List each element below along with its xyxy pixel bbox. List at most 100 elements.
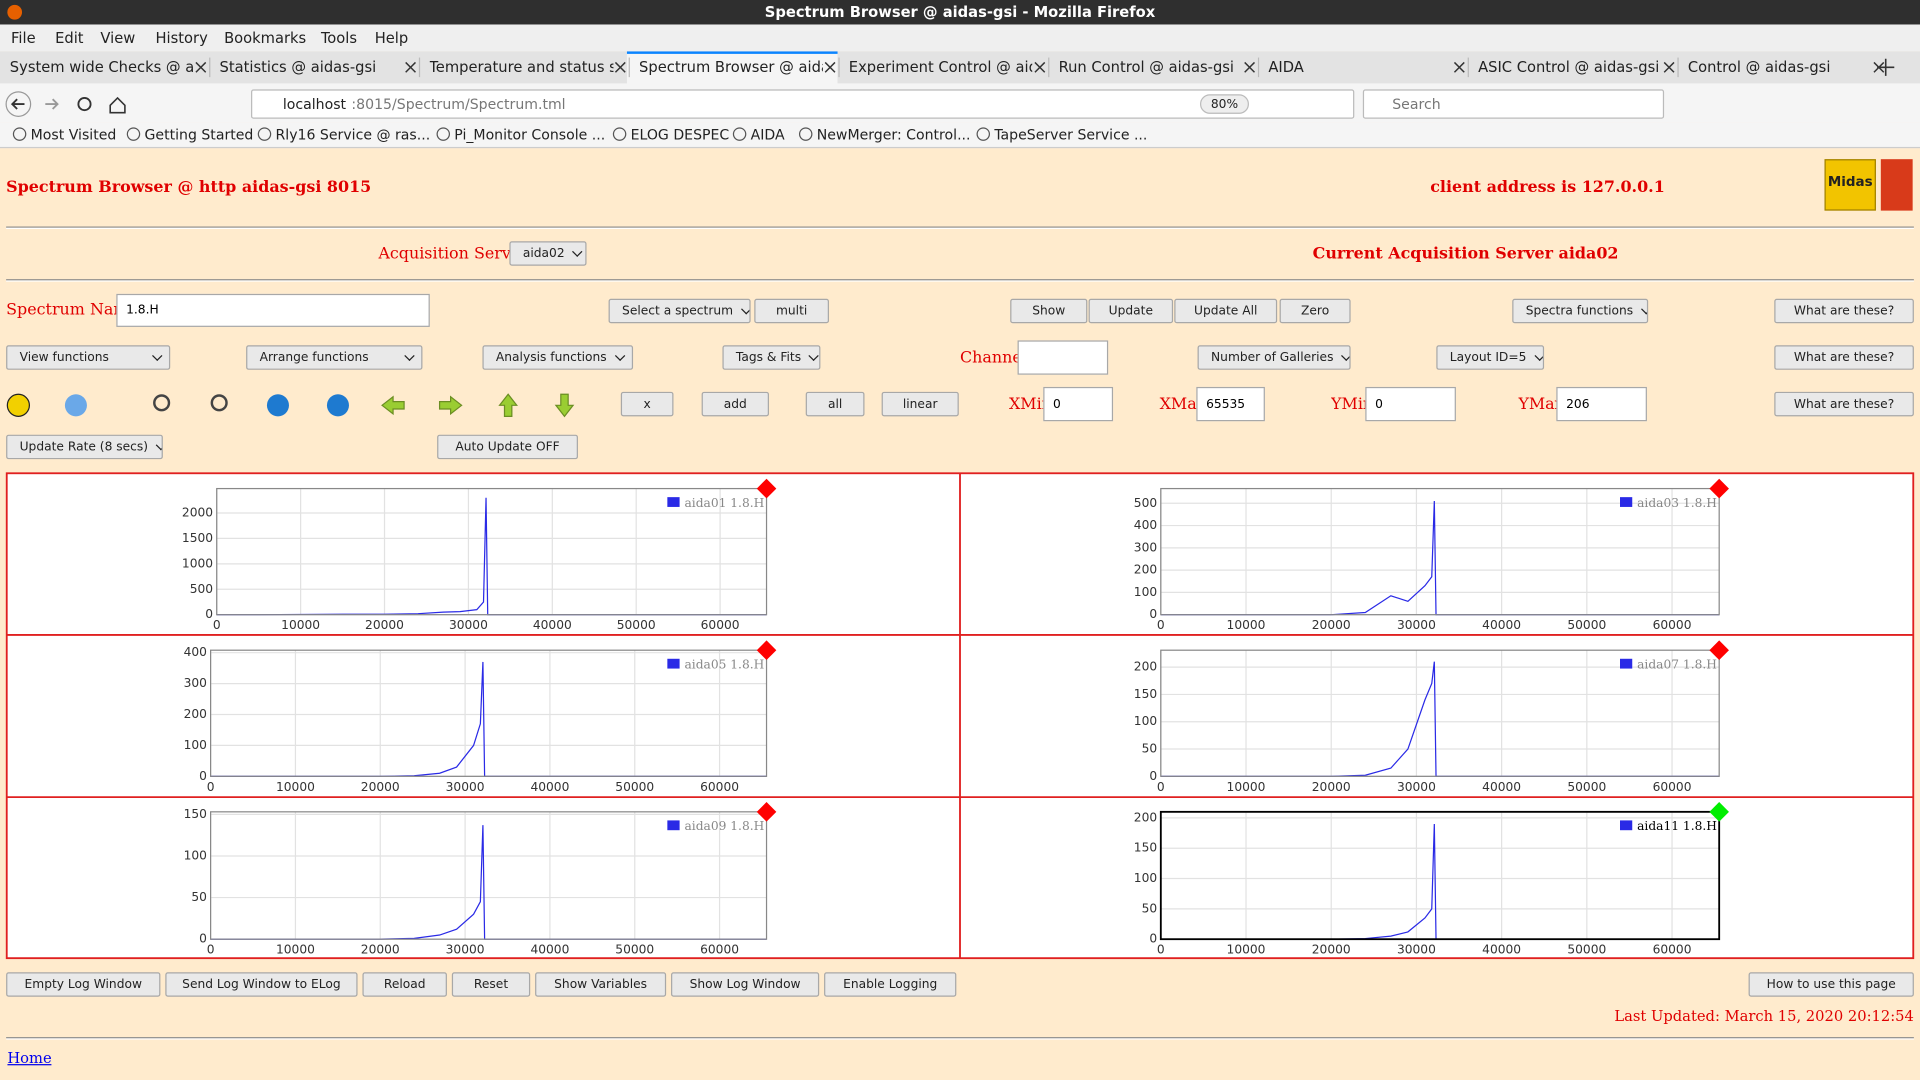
y-tick-label: 2000 — [182, 505, 213, 519]
auto-update[interactable]: Auto Update OFF — [437, 434, 578, 460]
url-host[interactable]: localhost — [282, 95, 347, 113]
tab[interactable]: ASIC Control @ aidas-gsi — [1478, 58, 1660, 76]
tab[interactable]: Spectrum Browser @ aida — [639, 58, 823, 76]
x-tick-label: 40000 — [530, 780, 569, 794]
tab[interactable]: Control @ aidas-gsi — [1687, 58, 1831, 76]
menu-item[interactable]: View — [100, 29, 136, 47]
button[interactable]: Arrange functions — [246, 345, 423, 370]
bookmark[interactable]: Rly16 Service @ ras... — [275, 125, 431, 143]
button[interactable]: What are these? — [1774, 345, 1914, 370]
ymax-input[interactable]: 206 — [1556, 386, 1647, 422]
tab-close — [1663, 61, 1675, 73]
x-tick-label: 60000 — [701, 618, 740, 632]
menu-item[interactable]: Help — [374, 29, 409, 47]
x-tick-label: 30000 — [449, 618, 488, 632]
button[interactable]: Select a spectrum — [608, 298, 751, 324]
bookmark[interactable]: AIDA — [750, 125, 785, 143]
bookmark[interactable]: Most Visited — [30, 125, 117, 143]
menu-item[interactable]: History — [155, 29, 208, 47]
button[interactable]: Zero — [1279, 298, 1351, 324]
tab[interactable]: Experiment Control @ aid — [848, 58, 1033, 76]
y-tick-label: 0 — [1149, 769, 1157, 783]
tab[interactable]: AIDA — [1268, 58, 1304, 76]
bookmark[interactable]: NewMerger: Control... — [816, 125, 971, 143]
url-field[interactable] — [251, 89, 1355, 119]
y-tick-label: 400 — [184, 645, 207, 659]
back-button[interactable] — [5, 91, 32, 117]
spectrum-input[interactable]: 1.8.H — [116, 293, 430, 327]
button[interactable]: Enable Logging — [824, 972, 957, 997]
menu-item[interactable]: File — [11, 29, 36, 47]
bookmark[interactable]: ELOG DESPEC — [630, 125, 730, 143]
button[interactable]: Reset — [451, 972, 531, 997]
back-icon[interactable] — [10, 98, 25, 110]
tab[interactable]: Statistics @ aidas-gsi — [219, 58, 377, 76]
url-path[interactable]: :8015/Spectrum/Spectrum.tml — [351, 95, 566, 113]
logo-text: Midas — [1827, 173, 1873, 190]
button[interactable]: Update All — [1174, 298, 1278, 324]
tab-close — [1244, 61, 1256, 73]
active-tab — [626, 51, 838, 85]
button[interactable]: Analysis functions — [482, 345, 634, 370]
button[interactable]: x — [620, 391, 674, 417]
button[interactable]: View functions — [6, 345, 171, 370]
button[interactable]: Reload — [362, 972, 447, 997]
home-link[interactable]: Home — [7, 1049, 52, 1067]
button[interactable]: all — [805, 391, 865, 417]
y-tick-label: 150 — [1134, 841, 1157, 855]
y-tick-label: 200 — [1134, 810, 1157, 824]
new-tab-icon[interactable] — [1877, 58, 1895, 76]
bookmark[interactable]: Getting Started — [144, 125, 254, 143]
forward-icon[interactable] — [45, 98, 59, 110]
bookmark-icon — [257, 127, 272, 141]
search-placeholder[interactable]: Search — [1392, 95, 1441, 113]
menu-item[interactable]: Bookmarks — [224, 29, 307, 47]
ymin-input[interactable]: 0 — [1365, 386, 1456, 422]
tab[interactable]: System wide Checks @ ai — [9, 58, 194, 76]
button[interactable]: linear — [881, 391, 959, 417]
channel-input[interactable]: Channel: — [1017, 340, 1109, 375]
acq-current: Current Acquisition Server aida02 — [1312, 244, 1619, 263]
toolbar-icons — [6, 393, 575, 418]
button[interactable]: Layout ID=5 — [1436, 345, 1545, 370]
bookmark-icon — [612, 127, 627, 141]
xmax-label: XMax — [1159, 394, 1206, 414]
legend-swatch — [667, 497, 680, 507]
menu-item[interactable]: Edit — [55, 29, 84, 47]
tab[interactable]: Run Control @ aidas-gsi — [1058, 58, 1235, 76]
bookmark-icon — [12, 127, 27, 141]
button[interactable]: Show — [1010, 298, 1088, 324]
button[interactable]: What are these? — [1774, 298, 1914, 324]
search-field[interactable] — [1362, 89, 1665, 119]
y-tick-label: 100 — [184, 848, 207, 862]
button[interactable]: Update — [1088, 298, 1174, 324]
zoom-level[interactable]: 80% — [1210, 97, 1239, 111]
button[interactable]: Spectra functions — [1512, 298, 1649, 324]
button[interactable]: What are these? — [1774, 391, 1914, 417]
acq-select[interactable]: aida02 — [509, 241, 587, 266]
button[interactable]: add — [701, 391, 769, 417]
y-tick-label: 1000 — [182, 556, 213, 570]
tab[interactable]: Temperature and status sc — [429, 58, 613, 76]
button[interactable]: Send Log Window to ELog — [165, 972, 358, 997]
bookmark[interactable]: Pi_Monitor Console ... — [454, 125, 606, 143]
home-icon[interactable] — [109, 96, 126, 114]
button[interactable]: How to use this page — [1748, 972, 1914, 997]
update-rate[interactable]: Update Rate (8 secs) — [6, 434, 163, 460]
zoom-badge[interactable] — [1200, 94, 1249, 114]
tab-strip — [0, 51, 1920, 85]
x-tick-label: 40000 — [533, 618, 572, 632]
button[interactable]: multi — [754, 298, 829, 324]
button[interactable]: Show Log Window — [671, 972, 820, 997]
button[interactable]: Show Variables — [535, 972, 667, 997]
button[interactable]: Tags & Fits — [722, 345, 821, 370]
button[interactable]: Number of Galleries — [1197, 345, 1351, 370]
legend-label: aida03 1.8.H — [1637, 496, 1717, 510]
menu-item[interactable]: Tools — [320, 29, 358, 47]
x-tick-label: 10000 — [1227, 943, 1266, 957]
button[interactable]: Empty Log Window — [6, 972, 161, 997]
xmin-input[interactable]: 0 — [1043, 386, 1114, 422]
reload-icon[interactable] — [77, 97, 92, 112]
bookmark[interactable]: TapeServer Service ... — [994, 125, 1148, 143]
xmax-input[interactable]: 65535 — [1196, 386, 1265, 422]
